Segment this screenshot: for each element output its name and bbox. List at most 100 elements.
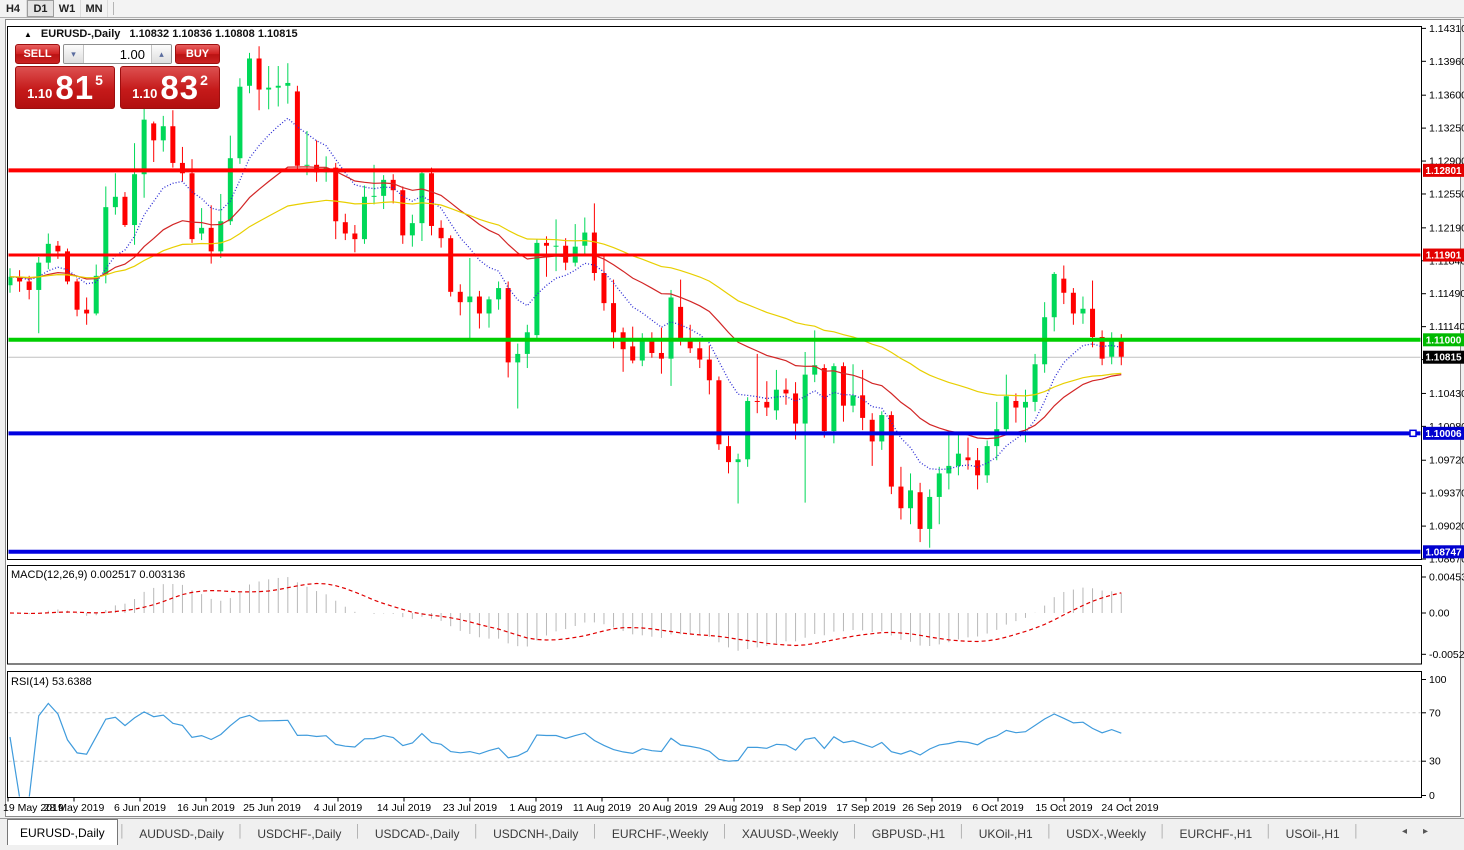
tab-separator: │ [236, 823, 245, 838]
collapse-panel-arrow-icon[interactable]: ▲ [24, 29, 32, 39]
buy-price-big: 83 [160, 68, 200, 106]
level-price-tag-1.10006 [1423, 426, 1464, 440]
price-axis-tick: 1.11140 [1429, 321, 1464, 333]
tab-xauusd-weekly[interactable]: XAUUSD-,Weekly [741, 826, 839, 841]
chevron-down-icon: ▾ [71, 48, 76, 59]
tab-separator: │ [1045, 823, 1054, 838]
level-price-tag-1.08747 [1423, 545, 1464, 559]
rsi-axis-tick: 70 [1429, 707, 1441, 719]
sell-button[interactable]: SELL [15, 44, 60, 64]
level-line-handle[interactable] [1409, 429, 1417, 438]
price-axis-tick: 1.10430 [1429, 388, 1464, 400]
macd-indicator-label: MACD(12,26,9) 0.002517 0.003136 [11, 569, 186, 581]
date-axis-label: 25 Jun 2019 [243, 802, 301, 814]
date-axis-label: 8 Sep 2019 [773, 802, 827, 814]
tab-separator: │ [1159, 823, 1167, 838]
tab-audusd-daily[interactable]: AUDUSD-,Daily [139, 826, 224, 841]
current-price-tag [1423, 350, 1464, 364]
tab-eurchf-h1[interactable]: EURCHF-,H1 [1179, 826, 1253, 841]
ohlc-values: 1.10832 1.10836 1.10808 1.10815 [129, 28, 298, 40]
macd-histogram [19, 577, 1122, 651]
volume-increase-button[interactable]: ▴ [151, 45, 171, 63]
date-axis-label: 20 Aug 2019 [639, 802, 698, 814]
tab-eurusd-daily[interactable]: EURUSD-,Daily [7, 819, 118, 845]
price-axis-tick: 1.09370 [1429, 488, 1464, 500]
date-axis-label: 19 May 2019 [3, 802, 64, 814]
timeframe-button-h4[interactable]: H4 [0, 0, 27, 17]
macd-signal-line [9, 582, 1122, 647]
tab-separator: │ [118, 823, 127, 838]
tab-usoil-h1[interactable]: USOil-,H1 [1285, 826, 1340, 841]
chevron-up-icon: ▴ [159, 48, 164, 59]
macd-axis-tick: 0.00 [1429, 608, 1450, 620]
tab-usdchf-daily[interactable]: USDCHF-,Daily [257, 826, 342, 841]
rsi-axis-tick: 30 [1429, 756, 1441, 768]
price-axis-tick: 1.12190 [1429, 222, 1464, 234]
sell-price-big: 81 [55, 68, 95, 106]
timeframe-button-w1[interactable]: W1 [54, 0, 81, 17]
tab-usdcad-daily[interactable]: USDCAD-,Daily [374, 826, 460, 841]
volume-decrease-button[interactable]: ▾ [64, 45, 84, 63]
symbol-title: EURUSD-,Daily [40, 28, 121, 40]
tab-separator: │ [1352, 823, 1361, 838]
date-axis-label: 15 Oct 2019 [1035, 802, 1092, 814]
price-panel-frame [7, 26, 1422, 560]
level-price-tag-1.11000 [1423, 333, 1464, 347]
tab-gbpusd-h1[interactable]: GBPUSD-,H1 [871, 826, 946, 841]
one-click-top-row: SELL ▾ ▴ BUY [15, 44, 220, 64]
volume-stepper: ▾ ▴ [63, 44, 172, 64]
toolbar-divider [113, 2, 114, 15]
tab-usdcnh-daily[interactable]: USDCNH-,Daily [493, 826, 579, 841]
buy-price-prefix: 1.10 [132, 86, 158, 101]
tab-separator: │ [851, 823, 859, 838]
price-axis-tick: 1.14310 [1429, 23, 1464, 35]
tab-usdx-weekly[interactable]: USDX-,Weekly [1066, 826, 1146, 841]
tab-scroll-right-icon[interactable]: ▸ [1422, 825, 1428, 837]
one-click-trading-panel: SELL ▾ ▴ BUY 1.10 81 5 1.10 83 2 [15, 44, 220, 109]
chart-tab-bar: EURUSD-,Daily │ AUDUSD-,Daily │ USDCHF-,Dail… [0, 818, 1464, 845]
tab-separator: │ [591, 823, 599, 838]
date-axis-label: 26 Sep 2019 [902, 802, 962, 814]
price-axis-tick: 1.09720 [1429, 455, 1464, 467]
tab-separator: │ [354, 823, 362, 838]
date-axis-label: 16 Jun 2019 [177, 802, 235, 814]
price-axis-tick: 1.13960 [1429, 56, 1464, 68]
level-price-tag-1.08747-text: 1.08747 [1425, 547, 1462, 558]
rsi-line [9, 702, 1122, 797]
sell-price-sup: 5 [95, 72, 103, 88]
candles [8, 46, 1124, 548]
ma-line-50 [9, 199, 1122, 397]
one-click-price-row: 1.10 81 5 1.10 83 2 [15, 66, 220, 109]
buy-price-button[interactable]: 1.10 83 2 [120, 66, 220, 109]
date-axis-label: 14 Jul 2019 [377, 802, 431, 814]
tab-separator: │ [721, 823, 729, 838]
date-axis-label: 29 Aug 2019 [705, 802, 764, 814]
tab-separator: │ [1265, 823, 1273, 838]
macd-panel-frame [7, 565, 1422, 665]
rsi-indicator-label: RSI(14) 53.6388 [11, 676, 92, 688]
level-price-tag-1.11000-text: 1.11000 [1426, 335, 1462, 346]
tab-scroll-nav: ◂ ▸ [1402, 826, 1464, 839]
volume-input[interactable] [84, 45, 151, 63]
tab-scroll-left-icon[interactable]: ◂ [1401, 825, 1407, 837]
date-axis-label: 6 Jun 2019 [114, 802, 166, 814]
level-price-tag-1.11901-text: 1.11901 [1426, 251, 1462, 262]
buy-button[interactable]: BUY [175, 44, 220, 64]
date-axis-label: 4 Jul 2019 [314, 802, 363, 814]
tab-eurchf-weekly[interactable]: EURCHF-,Weekly [611, 826, 709, 841]
chart-title: ▲ EURUSD-,Daily 1.10832 1.10836 1.10808 … [24, 28, 298, 40]
timeframe-button-d1[interactable]: D1 [27, 0, 54, 17]
sell-price-button[interactable]: 1.10 81 5 [15, 66, 115, 109]
level-price-tag-1.10006-text: 1.10006 [1425, 429, 1462, 440]
rsi-axis-tick: 100 [1429, 674, 1447, 686]
date-axis-label: 6 Oct 2019 [972, 802, 1024, 814]
date-axis-label: 1 Aug 2019 [509, 802, 562, 814]
timeframe-button-mn[interactable]: MN [81, 0, 108, 17]
current-price-tag-text: 1.10815 [1425, 353, 1462, 364]
price-axis-tick: 1.12550 [1429, 188, 1464, 200]
tab-ukoil-h1[interactable]: UKOil-,H1 [978, 826, 1033, 841]
level-price-tag-1.12801-text: 1.12801 [1425, 166, 1462, 177]
level-price-tag-1.11901 [1423, 248, 1464, 262]
ma-line-10 [9, 117, 1122, 471]
